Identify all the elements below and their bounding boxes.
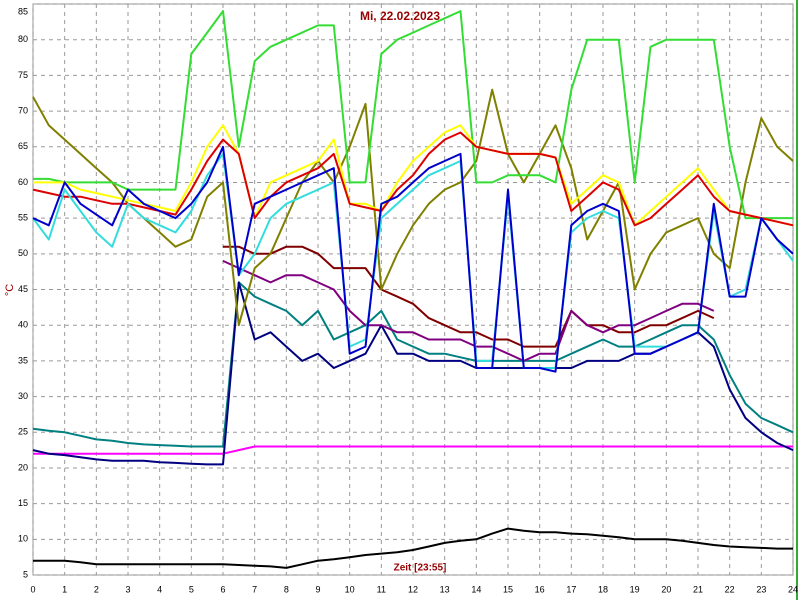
y-tick-label: 85 xyxy=(18,6,28,16)
y-tick-label: 35 xyxy=(18,355,28,365)
x-tick-label: 15 xyxy=(503,584,513,594)
x-tick-label: 16 xyxy=(535,584,545,594)
x-tick-label: 11 xyxy=(377,584,386,594)
x-tick-label: 19 xyxy=(630,584,640,594)
y-tick-label: 10 xyxy=(18,534,28,544)
x-tick-label: 17 xyxy=(566,584,576,594)
x-axis-label: Zeit [23:55] xyxy=(394,563,447,574)
x-tick-label: 24 xyxy=(788,584,798,594)
x-tick-label: 9 xyxy=(315,584,320,594)
series-line xyxy=(32,281,794,448)
y-tick-label: 20 xyxy=(18,462,28,472)
series-line xyxy=(33,445,793,455)
series-line xyxy=(33,527,793,569)
y-tick-label: 50 xyxy=(18,248,28,258)
y-tick-label: 45 xyxy=(18,284,28,294)
x-tick-label: 2 xyxy=(94,584,99,594)
x-tick-label: 8 xyxy=(284,584,289,594)
y-tick-label: 70 xyxy=(18,105,28,115)
x-tick-label: 1 xyxy=(62,584,67,594)
x-tick-label: 18 xyxy=(598,584,608,594)
x-tick-label: 22 xyxy=(725,584,735,594)
series-line xyxy=(33,10,793,220)
series-line xyxy=(32,145,794,373)
y-tick-label: 25 xyxy=(18,427,28,437)
x-tick-label: 21 xyxy=(693,584,703,594)
x-tick-label: 5 xyxy=(189,584,194,594)
x-tick-label: 0 xyxy=(30,584,35,594)
y-tick-label: 65 xyxy=(18,141,28,151)
y-tick-label: 30 xyxy=(18,391,28,401)
x-tick-label: 12 xyxy=(408,584,418,594)
series-line xyxy=(32,88,794,327)
x-tick-label: 3 xyxy=(125,584,130,594)
y-tick-label: 80 xyxy=(18,34,28,44)
x-tick-label: 14 xyxy=(471,584,481,594)
y-tick-label: 55 xyxy=(18,213,28,223)
y-tick-label: 40 xyxy=(18,320,28,330)
x-tick-label: 20 xyxy=(661,584,671,594)
y-tick-label: 60 xyxy=(18,177,28,187)
chart-title: Mi, 22.02.2023 xyxy=(360,9,440,23)
x-tick-label: 4 xyxy=(157,584,162,594)
y-axis-label: °C xyxy=(4,284,16,296)
x-tick-label: 10 xyxy=(345,584,355,594)
y-tick-label: 75 xyxy=(18,70,28,80)
y-tick-label: 5 xyxy=(23,569,28,579)
x-tick-label: 13 xyxy=(440,584,450,594)
x-tick-label: 6 xyxy=(220,584,225,594)
series-line xyxy=(33,124,794,227)
x-tick-label: 23 xyxy=(756,584,766,594)
y-tick-label: 15 xyxy=(18,498,28,508)
x-tick-label: 7 xyxy=(252,584,257,594)
